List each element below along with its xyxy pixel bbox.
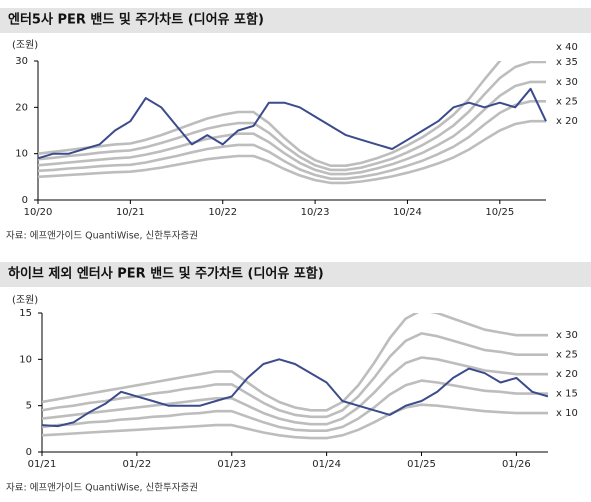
per-band-line [38,61,502,167]
x-tick-label: 10/22 [208,207,237,218]
plot-area [42,313,548,440]
band-label: x 10 [556,408,578,419]
header-bar [0,262,591,287]
per-band-line [42,356,548,426]
per-band-line [42,379,548,432]
chart-title: 하이브 제외 엔터사 PER 밴드 및 주가차트 (디어유 포함) [8,266,324,282]
chart-title: 엔터5사 PER 밴드 및 주가차트 (디어유 포함) [8,12,264,28]
y-tick-label: 15 [19,308,32,319]
x-tick-label: 01/24 [312,459,341,470]
x-tick-label: 10/24 [393,207,422,218]
band-label: x 30 [556,330,578,341]
band-label: x 35 [556,57,578,68]
y-axis-unit: (조원) [12,39,38,51]
x-tick-label: 01/26 [502,459,531,470]
x-tick-label: 10/21 [116,207,145,218]
per-band-line [38,80,546,176]
per-band-line [42,313,548,412]
per-band-line [38,61,546,172]
per-band-line [42,332,548,419]
y-tick-label: 0 [26,447,32,458]
source-note: 자료: 에프앤가이드 QuantiWise, 신한투자증권 [6,482,198,494]
per-band-line [38,119,546,185]
y-tick-label: 20 [15,102,28,113]
y-tick-label: 30 [15,56,28,67]
band-label: x 20 [556,116,578,127]
band-label: x 40 [556,42,578,53]
per-band-line [38,100,546,180]
price-line [42,358,548,428]
x-tick-label: 01/25 [407,459,436,470]
per-band-line [42,403,548,440]
x-tick-label: 01/21 [28,459,57,470]
band-label: x 20 [556,369,578,380]
header-bar [0,8,591,33]
band-label: x 25 [556,350,578,361]
y-tick-label: 10 [19,354,32,365]
y-axis-unit: (조원) [12,294,38,306]
band-label: x 25 [556,96,578,107]
band-label: x 15 [556,389,578,400]
plot-area [38,61,547,185]
y-tick-label: 10 [15,149,28,160]
price-line [38,87,547,160]
band-label: x 30 [556,77,578,88]
x-tick-label: 01/23 [217,459,246,470]
y-tick-label: 0 [22,195,28,206]
source-note: 자료: 에프앤가이드 QuantiWise, 신한투자증권 [6,230,198,242]
y-tick-label: 5 [26,401,32,412]
x-tick-label: 10/23 [301,207,330,218]
x-tick-label: 10/20 [24,207,53,218]
x-tick-label: 01/22 [122,459,151,470]
x-tick-label: 10/25 [485,207,514,218]
